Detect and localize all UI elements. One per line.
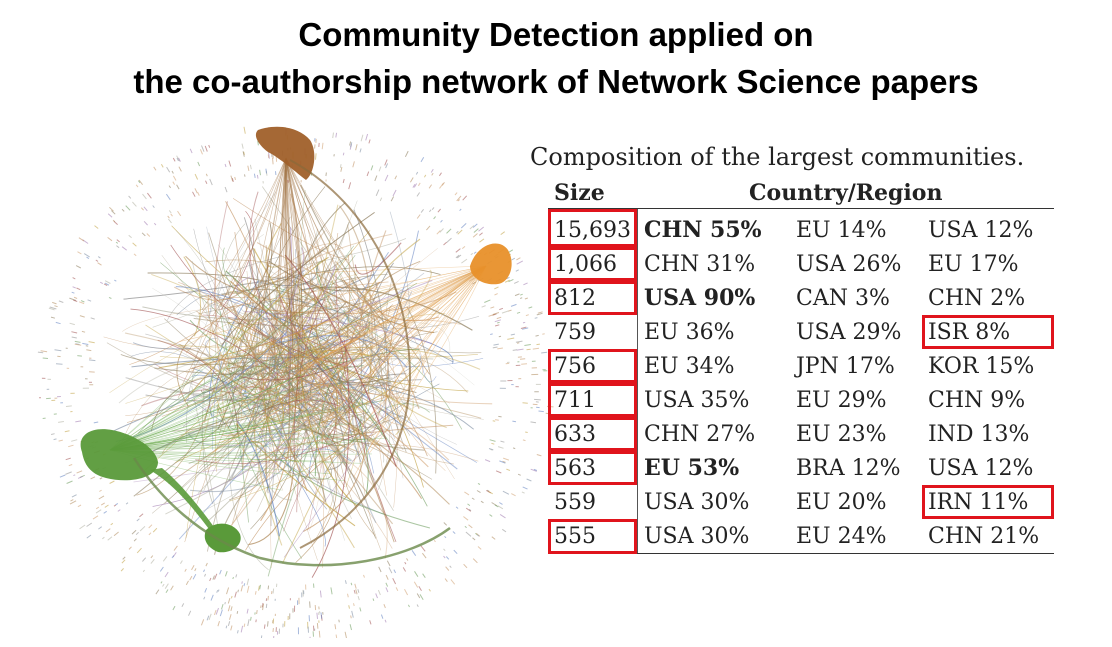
cell-size: 15,693 — [548, 208, 638, 247]
cell-country-1: CHN 55% — [643, 217, 762, 243]
cell-country-3: KOR 15% — [927, 353, 1035, 379]
header-country: Country/Region — [637, 178, 1054, 209]
header-size: Size — [548, 178, 638, 209]
table-row: 559 USA 30% EU 20% IRN 11% — [548, 485, 1054, 519]
cell-country-2: EU 29% — [795, 387, 887, 413]
table-row: 555 USA 30% EU 24% CHN 21% — [548, 519, 1054, 554]
community-orange — [470, 243, 512, 285]
cell-country-1: EU 34% — [643, 353, 735, 379]
table-row: 15,693 CHN 55% EU 14% USA 12% — [548, 208, 1054, 247]
table-caption: Composition of the largest communities. — [530, 143, 1025, 171]
cell-country-1: EU 36% — [643, 319, 735, 345]
edge-hairball — [103, 157, 493, 578]
cell-country-3: EU 17% — [927, 251, 1019, 277]
cell-country-1: USA 90% — [643, 285, 756, 311]
cell-country-3: CHN 2% — [927, 285, 1026, 311]
cell-country-2: USA 26% — [795, 251, 902, 277]
table-row: 812 USA 90% CAN 3% CHN 2% — [548, 281, 1054, 315]
cell-country-2: CAN 3% — [795, 285, 890, 311]
cell-country-3: USA 12% — [927, 455, 1034, 481]
cell-country-3: IND 13% — [927, 421, 1030, 447]
brown-arc — [289, 159, 412, 549]
table-row: 563 EU 53% BRA 12% USA 12% — [548, 451, 1054, 485]
table-header-row: Size Country/Region — [548, 178, 1054, 209]
cell-country-1: EU 53% — [643, 455, 740, 481]
cell-country-2: BRA 12% — [795, 455, 901, 481]
cell-country-2: EU 24% — [789, 519, 922, 554]
cell-country-3: USA 12% — [927, 217, 1034, 243]
cell-country-1: USA 30% — [643, 489, 750, 515]
cell-country-1: CHN 27% — [643, 421, 756, 447]
cell-size: 1,066 — [548, 247, 638, 281]
cell-size: 555 — [548, 519, 638, 554]
table-body: 15,693 CHN 55% EU 14% USA 12% 1,066 CHN 31% US… — [548, 208, 1054, 554]
cell-size: 559 — [548, 485, 638, 519]
cell-size: 812 — [548, 281, 638, 315]
cell-country-3: CHN 9% — [927, 387, 1026, 413]
cell-size: 711 — [548, 383, 638, 417]
cell-size: 563 — [548, 451, 638, 485]
table-row: 633 CHN 27% EU 23% IND 13% — [548, 417, 1054, 451]
table-row: 711 USA 35% EU 29% CHN 9% — [548, 383, 1054, 417]
table-row: 756 EU 34% JPN 17% KOR 15% — [548, 349, 1054, 383]
cell-country-1: USA 35% — [643, 387, 750, 413]
cell-size: 759 — [548, 315, 638, 349]
network-graph — [37, 126, 554, 638]
cell-size: 756 — [548, 349, 638, 383]
title-line-2: the co-authorship network of Network Sci… — [133, 63, 979, 100]
community-green-arc — [132, 457, 451, 567]
cell-country-1: USA 30% — [637, 519, 790, 554]
cell-country-2: EU 23% — [795, 421, 887, 447]
composition-table: Size Country/Region 15,693 CHN 55% EU 14% U… — [548, 178, 1054, 554]
cell-country-2: EU 20% — [795, 489, 887, 515]
cell-country-3: IRN 11% — [921, 485, 1054, 519]
cell-country-1: CHN 31% — [643, 251, 756, 277]
cell-country-3: CHN 21% — [921, 519, 1054, 554]
cell-country-2: EU 14% — [795, 217, 887, 243]
community-green-link — [150, 468, 226, 544]
table-row: 1,066 CHN 31% USA 26% EU 17% — [548, 247, 1054, 281]
table-row: 759 EU 36% USA 29% ISR 8% — [548, 315, 1054, 349]
community-green — [80, 429, 158, 481]
cell-country-2: USA 29% — [795, 319, 902, 345]
cell-size: 633 — [548, 417, 638, 451]
cell-country-2: JPN 17% — [795, 353, 895, 379]
cell-country-3: ISR 8% — [921, 315, 1054, 349]
title-line-1: Community Detection applied on — [298, 16, 814, 53]
